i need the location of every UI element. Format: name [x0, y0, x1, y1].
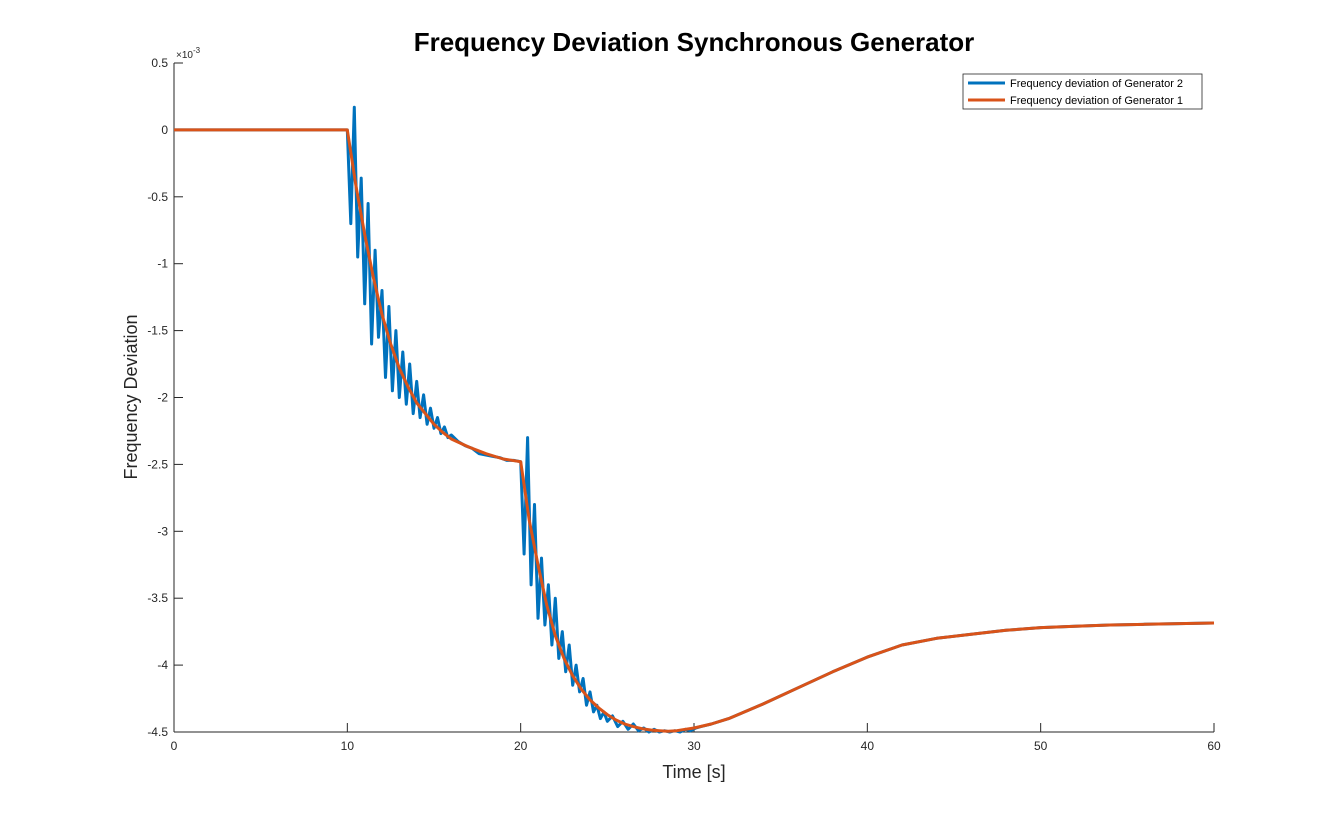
y-axis-label: Frequency Deviation	[121, 314, 141, 479]
x-tick-label: 40	[861, 739, 875, 753]
y-tick-label: -3	[157, 524, 168, 538]
x-axis-ticks: 0 10 20 30 40 50 60	[171, 723, 1221, 753]
x-tick-label: 10	[341, 739, 355, 753]
series-line-generator-1	[174, 128, 1215, 733]
y-tick-label: -2.5	[147, 457, 168, 471]
y-tick-label: 0	[161, 123, 168, 137]
legend-box	[962, 73, 1203, 110]
y-tick-label: -1	[157, 257, 168, 271]
series-group	[174, 105, 1215, 734]
x-tick-label: 20	[514, 739, 528, 753]
legend-entry-generator-1: Frequency deviation of Generator 1	[1010, 95, 1183, 107]
legend-entry-generator-2: Frequency deviation of Generator 2	[1010, 78, 1183, 90]
y-tick-label: -0.5	[147, 190, 168, 204]
y-tick-label: -1.5	[147, 324, 168, 338]
x-tick-label: 30	[687, 739, 701, 753]
x-axis-label: Time [s]	[662, 762, 725, 782]
x-tick-label: 50	[1034, 739, 1048, 753]
y-exponent-label: ×10-3	[176, 46, 201, 61]
y-tick-label: -4	[157, 658, 168, 672]
x-tick-label: 60	[1207, 739, 1221, 753]
y-tick-label: -3.5	[147, 591, 168, 605]
y-tick-label: -2	[157, 391, 168, 405]
legend: Frequency deviation of Generator 2 Frequ…	[962, 73, 1203, 110]
y-tick-label: -4.5	[147, 725, 168, 739]
x-tick-label: 0	[171, 739, 178, 753]
y-tick-label: 0.5	[151, 56, 168, 70]
chart-title: Frequency Deviation Synchronous Generato…	[414, 27, 975, 57]
